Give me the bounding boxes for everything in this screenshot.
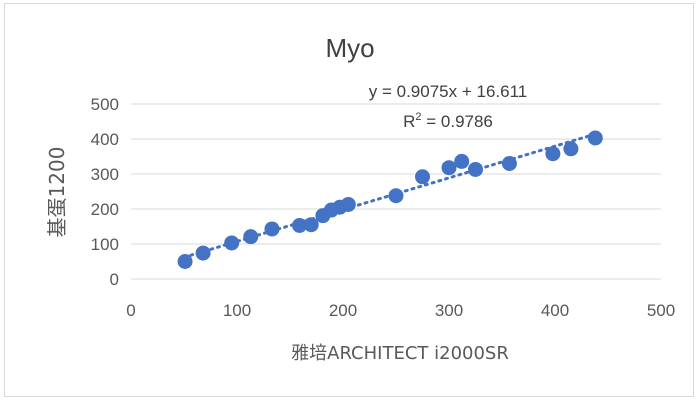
y-tick-label: 500 <box>91 95 119 114</box>
data-point <box>224 235 240 251</box>
data-point <box>292 217 308 233</box>
data-point <box>415 169 430 185</box>
r-squared-label: R2 = 0.9786 <box>403 111 493 131</box>
data-point <box>195 245 211 261</box>
trendline-equation: y = 0.9075x + 16.611 <box>369 82 527 101</box>
data-point <box>340 196 356 212</box>
x-tick-label: 0 <box>126 301 135 320</box>
x-tick-label: 200 <box>329 301 357 320</box>
data-point <box>388 188 404 204</box>
data-point <box>468 161 483 177</box>
x-tick-label: 100 <box>223 301 251 320</box>
x-tick-label: 300 <box>435 301 463 320</box>
y-axis-label: 基蛋1200 <box>45 147 69 238</box>
y-tick-label: 100 <box>91 235 119 254</box>
data-point <box>441 160 457 176</box>
data-point <box>563 141 579 157</box>
y-tick-label: 400 <box>91 130 119 149</box>
data-point <box>264 221 280 237</box>
x-tick-label: 500 <box>647 301 675 320</box>
y-tick-labels: 0 100 200 300 400 500 <box>91 95 119 289</box>
r-squared-symbol: R <box>403 112 415 131</box>
data-point <box>587 130 603 146</box>
data-point <box>303 217 319 233</box>
x-tick-label: 400 <box>541 301 569 320</box>
y-tick-label: 200 <box>91 200 119 219</box>
x-tick-labels: 0 100 200 300 400 500 <box>126 301 675 320</box>
r-squared-superscript: 2 <box>415 111 421 123</box>
data-point <box>454 153 470 169</box>
data-point <box>177 254 193 269</box>
data-point <box>501 156 517 171</box>
r-squared-value: = 0.9786 <box>422 112 493 131</box>
gridlines <box>131 103 661 280</box>
chart-title: Myo <box>325 33 374 63</box>
data-point <box>545 146 561 162</box>
x-axis-label: 雅培ARCHITECT i2000SR <box>291 343 509 364</box>
y-tick-label: 300 <box>91 165 119 184</box>
data-points <box>177 130 603 269</box>
data-point <box>243 229 259 245</box>
y-tick-label: 0 <box>110 270 119 289</box>
